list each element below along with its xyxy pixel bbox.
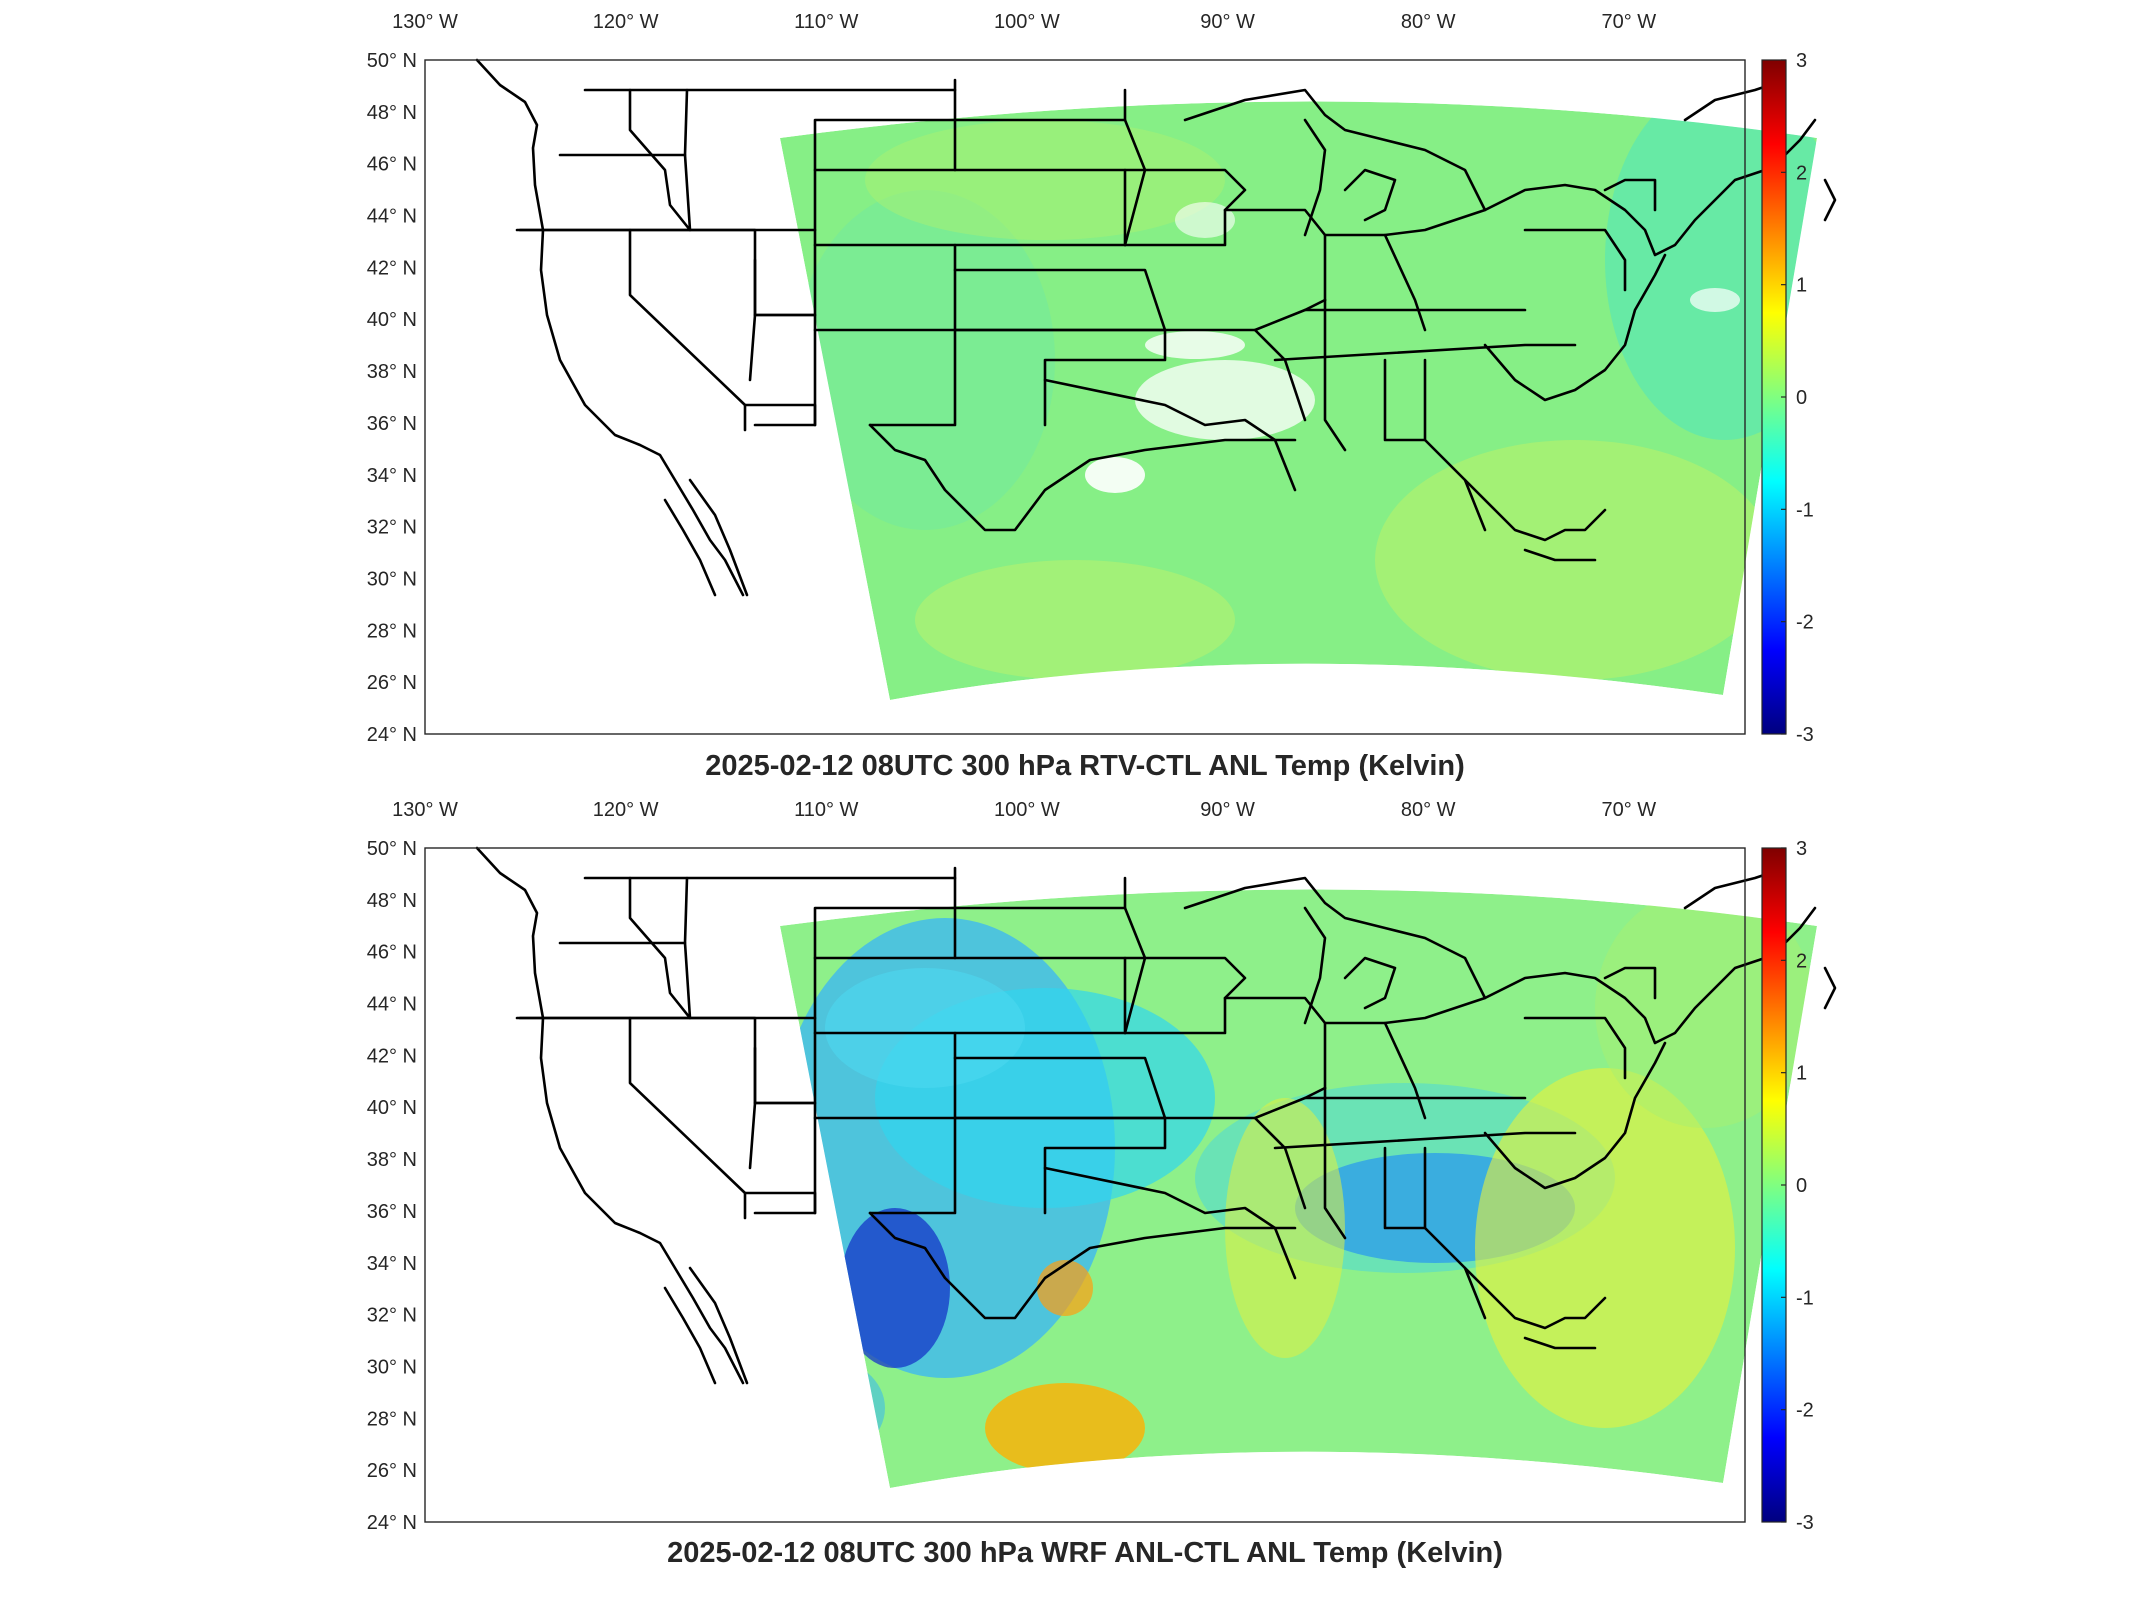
field-anomaly — [915, 560, 1235, 680]
latitude-tick-label: 42° N — [367, 257, 417, 279]
field-anomaly — [825, 968, 1025, 1088]
field-anomaly — [795, 190, 1055, 530]
latitude-tick-label: 38° N — [367, 361, 417, 383]
colorbar-tick-label: 3 — [1796, 838, 1807, 860]
longitude-tick-label: 130° W — [392, 799, 458, 821]
field-anomaly — [1085, 457, 1145, 493]
latitude-tick-label: 32° N — [367, 517, 417, 539]
latitude-tick-label: 50° N — [367, 50, 417, 72]
field-anomaly — [1605, 101, 1817, 440]
latitude-tick-label: 40° N — [367, 1097, 417, 1119]
field-anomaly — [1037, 1260, 1093, 1316]
longitude-tick-label: 70° W — [1601, 799, 1656, 821]
longitude-tick-label: 100° W — [994, 799, 1060, 821]
latitude-tick-label: 30° N — [367, 568, 417, 590]
latitude-tick-label: 48° N — [367, 890, 417, 912]
longitude-tick-label: 80° W — [1401, 799, 1456, 821]
latitude-tick-label: 46° N — [367, 154, 417, 176]
colorbar-tick-label: -1 — [1796, 1287, 1814, 1309]
latitude-tick-label: 30° N — [367, 1356, 417, 1378]
latitude-tick-label: 36° N — [367, 1201, 417, 1223]
latitude-tick-label: 34° N — [367, 1253, 417, 1275]
map-axes-frame — [424, 59, 1746, 735]
colorbar-tick-label: -1 — [1796, 499, 1814, 521]
panel-title: 2025-02-12 08UTC 300 hPa RTV-CTL ANL Tem… — [705, 750, 1465, 782]
colorbar-tick-label: 1 — [1796, 1063, 1807, 1085]
latitude-tick-label: 32° N — [367, 1305, 417, 1327]
latitude-tick-label: 48° N — [367, 102, 417, 124]
latitude-tick-label: 24° N — [367, 1512, 417, 1534]
temperature-field — [780, 889, 1817, 1488]
longitude-tick-label: 110° W — [794, 799, 858, 821]
latitude-tick-label: 44° N — [367, 206, 417, 228]
field-anomaly — [1135, 360, 1315, 440]
colorbar-tick-label: 0 — [1796, 387, 1807, 409]
latitude-tick-label: 34° N — [367, 465, 417, 487]
longitude-tick-label: 120° W — [593, 11, 659, 33]
longitude-tick-label: 90° W — [1200, 799, 1255, 821]
longitude-tick-label: 80° W — [1401, 11, 1456, 33]
colorbar-tick-label: 2 — [1796, 162, 1807, 184]
colorbar-tick-label: 2 — [1796, 950, 1807, 972]
longitude-tick-label: 100° W — [994, 11, 1060, 33]
latitude-tick-label: 26° N — [367, 1460, 417, 1482]
map-panel-rtv: 130° W 120° W 110° W 100° W 90° W 80° W 70° W 5… — [367, 11, 1837, 782]
longitude-tick-label: 120° W — [593, 799, 659, 821]
field-anomaly — [1175, 202, 1235, 238]
latitude-tick-label: 36° N — [367, 413, 417, 435]
colorbar-tick-label: 3 — [1796, 50, 1807, 72]
latitude-tick-label: 40° N — [367, 309, 417, 331]
latitude-tick-label: 50° N — [367, 838, 417, 860]
field-anomaly — [985, 1383, 1145, 1473]
latitude-tick-label: 42° N — [367, 1045, 417, 1067]
colorbar-tick-label: 0 — [1796, 1175, 1807, 1197]
colorbar-tick-label: 1 — [1796, 275, 1807, 297]
field-anomaly — [1145, 331, 1245, 359]
colorbar: 3 2 1 0 -1 -2 -3 — [1761, 50, 1814, 746]
panel-title: 2025-02-12 08UTC 300 hPa WRF ANL-CTL ANL… — [667, 1537, 1503, 1569]
field-anomaly — [1595, 889, 1815, 1128]
map-axes-frame — [424, 847, 1746, 1523]
longitude-tick-label: 70° W — [1601, 11, 1656, 33]
latitude-tick-label: 28° N — [367, 1408, 417, 1430]
field-anomaly — [865, 120, 1225, 240]
longitude-tick-label: 90° W — [1200, 11, 1255, 33]
colorbar-tick-label: -2 — [1796, 612, 1814, 634]
latitude-tick-label: 44° N — [367, 994, 417, 1016]
latitude-tick-label: 28° N — [367, 620, 417, 642]
latitude-tick-label: 38° N — [367, 1149, 417, 1171]
colorbar-tick-label: -2 — [1796, 1400, 1814, 1422]
field-anomaly — [1690, 288, 1740, 312]
colorbar-tick-label: -3 — [1796, 724, 1814, 746]
latitude-tick-label: 46° N — [367, 942, 417, 964]
temperature-field — [780, 101, 1817, 700]
latitude-tick-label: 24° N — [367, 724, 417, 746]
longitude-tick-label: 110° W — [794, 11, 858, 33]
longitude-tick-label: 130° W — [392, 11, 458, 33]
field-anomaly — [1475, 1068, 1735, 1428]
colorbar-tick-label: -3 — [1796, 1512, 1814, 1534]
map-panel-wrf: 130° W 120° W 110° W 100° W 90° W 80° W 70° W 5… — [367, 799, 1837, 1569]
map-plot-area — [475, 846, 1837, 1488]
latitude-tick-label: 26° N — [367, 672, 417, 694]
colorbar: 3 2 1 0 -1 -2 -3 — [1761, 838, 1814, 1534]
